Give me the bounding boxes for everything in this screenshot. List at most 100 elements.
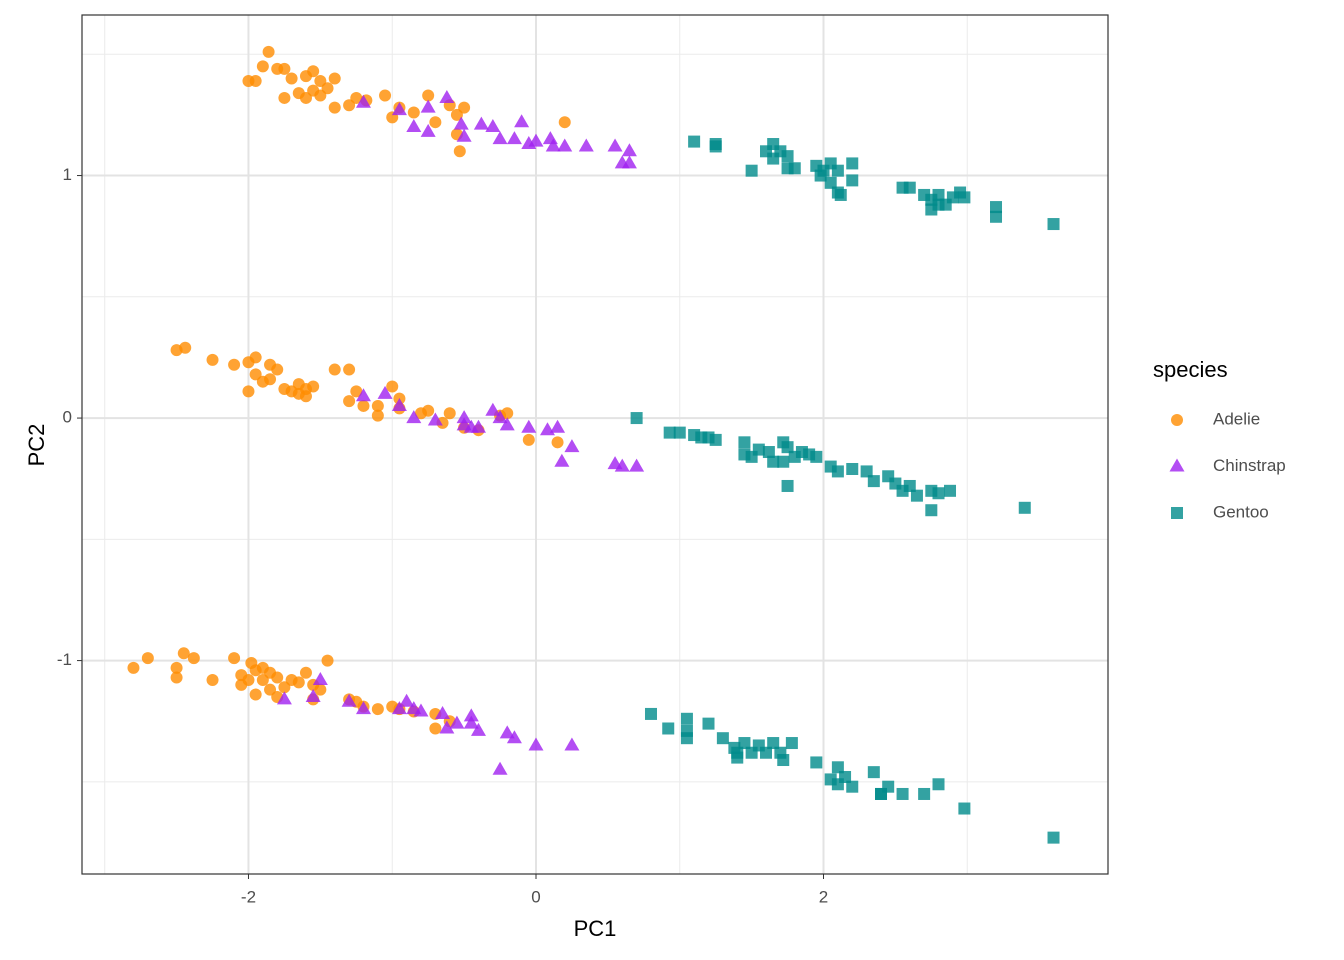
point xyxy=(314,683,327,696)
point xyxy=(781,150,794,163)
point xyxy=(413,703,429,717)
point xyxy=(371,409,384,422)
point xyxy=(443,407,456,420)
point xyxy=(781,479,794,492)
point xyxy=(680,732,693,745)
point xyxy=(386,380,399,393)
point xyxy=(249,688,262,701)
point xyxy=(630,412,643,425)
point xyxy=(256,60,269,73)
point xyxy=(228,358,241,371)
point xyxy=(407,106,420,119)
point xyxy=(910,489,923,502)
point xyxy=(564,439,580,453)
point xyxy=(506,730,522,744)
point xyxy=(875,787,888,800)
point xyxy=(716,732,729,745)
point xyxy=(456,410,472,424)
point xyxy=(810,756,823,769)
x-axis-title: PC1 xyxy=(574,916,617,941)
point xyxy=(439,89,455,103)
point xyxy=(422,404,435,417)
point xyxy=(379,89,392,102)
point xyxy=(760,746,772,759)
point xyxy=(357,399,370,412)
point xyxy=(551,436,564,449)
point xyxy=(521,419,537,433)
point xyxy=(673,426,686,439)
point xyxy=(990,210,1003,223)
legend-title: species xyxy=(1153,357,1228,382)
point xyxy=(406,119,422,133)
point xyxy=(235,678,248,691)
point xyxy=(831,778,844,791)
point xyxy=(867,766,880,779)
point xyxy=(355,94,371,108)
point xyxy=(688,135,701,148)
point xyxy=(249,351,262,364)
point xyxy=(564,737,580,751)
point xyxy=(629,458,645,472)
point xyxy=(312,671,328,685)
point xyxy=(1018,501,1031,514)
point xyxy=(557,138,573,152)
point xyxy=(285,72,298,85)
point xyxy=(463,708,479,722)
point xyxy=(767,152,780,165)
point xyxy=(621,143,637,157)
point xyxy=(399,693,415,707)
point xyxy=(328,101,341,114)
point xyxy=(242,385,255,398)
point xyxy=(499,725,515,739)
point xyxy=(427,412,443,426)
point xyxy=(170,661,183,674)
point xyxy=(492,410,508,424)
x-tick-label: -2 xyxy=(241,887,256,906)
point xyxy=(903,181,916,194)
point xyxy=(1047,218,1060,231)
point xyxy=(341,693,357,707)
point xyxy=(391,701,407,715)
point xyxy=(846,780,859,793)
point xyxy=(355,701,371,715)
legend-label: Chinstrap xyxy=(1213,456,1286,475)
point xyxy=(767,737,780,750)
point xyxy=(781,441,794,454)
point xyxy=(439,720,455,734)
point xyxy=(578,138,594,152)
y-axis-title: PC2 xyxy=(24,424,49,467)
point xyxy=(810,450,823,463)
point xyxy=(264,373,277,386)
point xyxy=(752,443,765,456)
point xyxy=(831,761,844,774)
point xyxy=(550,419,566,433)
point xyxy=(846,174,859,187)
point xyxy=(528,737,544,751)
point xyxy=(680,712,693,725)
point xyxy=(521,136,537,150)
legend-label: Gentoo xyxy=(1213,502,1269,521)
point xyxy=(278,91,291,104)
point xyxy=(328,363,341,376)
point xyxy=(932,487,945,500)
point xyxy=(429,116,442,129)
point xyxy=(614,458,630,472)
legend-marker xyxy=(1169,458,1185,472)
point xyxy=(350,385,363,398)
point xyxy=(343,395,356,408)
point xyxy=(206,353,219,366)
plot-border xyxy=(81,14,1109,875)
point xyxy=(767,455,780,468)
point xyxy=(343,363,356,376)
point xyxy=(321,654,334,667)
point xyxy=(355,388,371,402)
point xyxy=(449,715,465,729)
point xyxy=(925,504,938,517)
point xyxy=(276,691,292,705)
point xyxy=(1047,831,1060,844)
point xyxy=(206,673,219,686)
point xyxy=(406,410,422,424)
point xyxy=(292,676,305,689)
y-tick-label: 0 xyxy=(63,408,72,427)
y-tick-label: -1 xyxy=(57,650,72,669)
